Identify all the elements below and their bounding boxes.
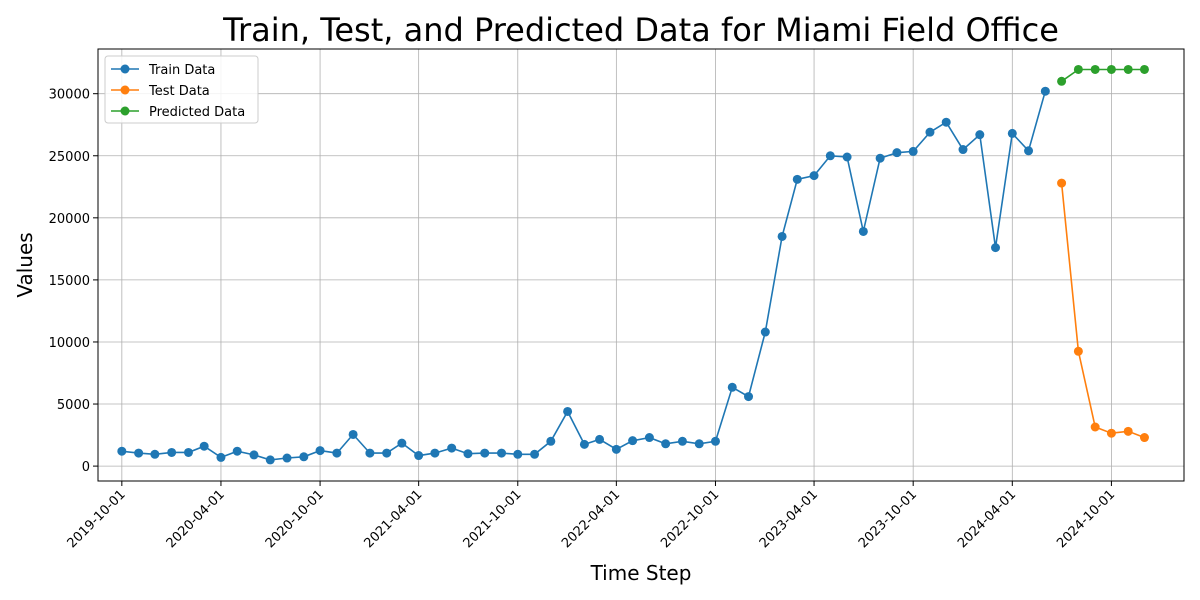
chart-title: Train, Test, and Predicted Data for Miam…	[222, 11, 1059, 49]
train-data-point	[975, 130, 985, 140]
train-data-point	[661, 439, 671, 449]
train-data-point	[628, 436, 638, 446]
y-tick-label: 20000	[49, 212, 90, 227]
train-data-point	[908, 146, 918, 156]
test-data-point	[1073, 346, 1083, 356]
train-data-point	[579, 439, 589, 449]
train-data-point	[792, 174, 802, 184]
legend-marker-train-data	[120, 64, 130, 74]
train-data-point	[282, 453, 292, 463]
train-data-point	[397, 438, 407, 448]
train-data-point	[941, 117, 951, 127]
test-data-point	[1139, 433, 1149, 443]
train-data-point	[727, 382, 737, 392]
test-data-point	[1057, 178, 1067, 188]
train-data-point	[348, 429, 358, 439]
train-data-point	[1040, 86, 1050, 96]
legend-marker-predicted-data	[120, 106, 130, 116]
train-data-point	[563, 406, 573, 416]
legend: Train Data Test Data Predicted Data	[104, 55, 259, 124]
x-axis-label: Time Step	[590, 561, 692, 585]
train-data-point	[430, 448, 440, 458]
train-data-point	[167, 447, 177, 457]
train-data-point	[530, 449, 540, 459]
train-data-point	[1024, 146, 1034, 156]
train-data-point	[611, 444, 621, 454]
legend-label-predicted-data: Predicted Data	[149, 105, 245, 120]
train-data-point	[958, 145, 968, 155]
test-data-point	[1090, 422, 1100, 432]
test-data-point	[1123, 426, 1133, 436]
train-data-point	[382, 448, 392, 458]
y-tick-label: 10000	[49, 336, 90, 351]
train-data-point	[249, 450, 259, 460]
train-data-point	[710, 436, 720, 446]
test-data-point	[1106, 428, 1116, 438]
legend-label-test-data: Test Data	[148, 84, 210, 99]
y-tick-label: 25000	[49, 150, 90, 165]
legend-box	[104, 55, 259, 124]
plot-frame	[97, 48, 1185, 482]
train-data-point	[232, 446, 242, 456]
train-data-point	[777, 231, 787, 241]
predicted-data-point	[1123, 64, 1133, 74]
y-tick-label: 0	[82, 460, 90, 475]
train-data-point	[858, 226, 868, 236]
y-axis-label: Values	[13, 232, 37, 297]
train-data-point	[677, 436, 687, 446]
train-data-point	[825, 151, 835, 161]
train-data-point	[513, 449, 523, 459]
train-data-point	[414, 451, 424, 461]
train-data-point	[644, 433, 654, 443]
train-data-point	[595, 434, 605, 444]
train-data-point	[315, 446, 325, 456]
train-data-point	[332, 448, 342, 458]
train-data-point	[497, 448, 507, 458]
train-data-point	[134, 448, 144, 458]
train-data-point	[447, 443, 457, 453]
predicted-data-point	[1057, 76, 1067, 86]
series-group	[117, 64, 1149, 465]
y-tick-label: 15000	[49, 274, 90, 289]
train-data-point	[1007, 128, 1017, 138]
y-axis: 0 5000 10000 15000 20000 25000 30000	[49, 88, 98, 475]
predicted-data-point	[1139, 64, 1149, 74]
train-data-point	[463, 449, 473, 459]
train-data-point	[760, 327, 770, 337]
predicted-data-point	[1106, 64, 1116, 74]
train-data-point	[744, 392, 754, 402]
legend-label-train-data: Train Data	[148, 63, 215, 78]
train-data-point	[216, 452, 226, 462]
train-data-point	[199, 441, 209, 451]
train-data-point	[925, 127, 935, 137]
y-tick-label: 30000	[49, 88, 90, 103]
train-data-point	[809, 171, 819, 181]
train-data-point	[117, 446, 127, 456]
train-data-point	[892, 148, 902, 158]
predicted-data-point	[1090, 64, 1100, 74]
y-tick-label: 5000	[57, 398, 90, 413]
train-data-point	[842, 152, 852, 162]
grid	[98, 49, 1184, 481]
train-data-point	[265, 455, 275, 465]
train-data-point	[183, 447, 193, 457]
train-data-point	[480, 448, 490, 458]
train-data-point	[150, 449, 160, 459]
train-data-point	[991, 243, 1001, 253]
train-data-point	[694, 439, 704, 449]
train-data-point	[546, 436, 556, 446]
train-data-point	[875, 153, 885, 163]
train-data-point	[365, 448, 375, 458]
train-data-point	[299, 452, 309, 462]
predicted-data-point	[1073, 64, 1083, 74]
legend-marker-test-data	[120, 85, 130, 95]
